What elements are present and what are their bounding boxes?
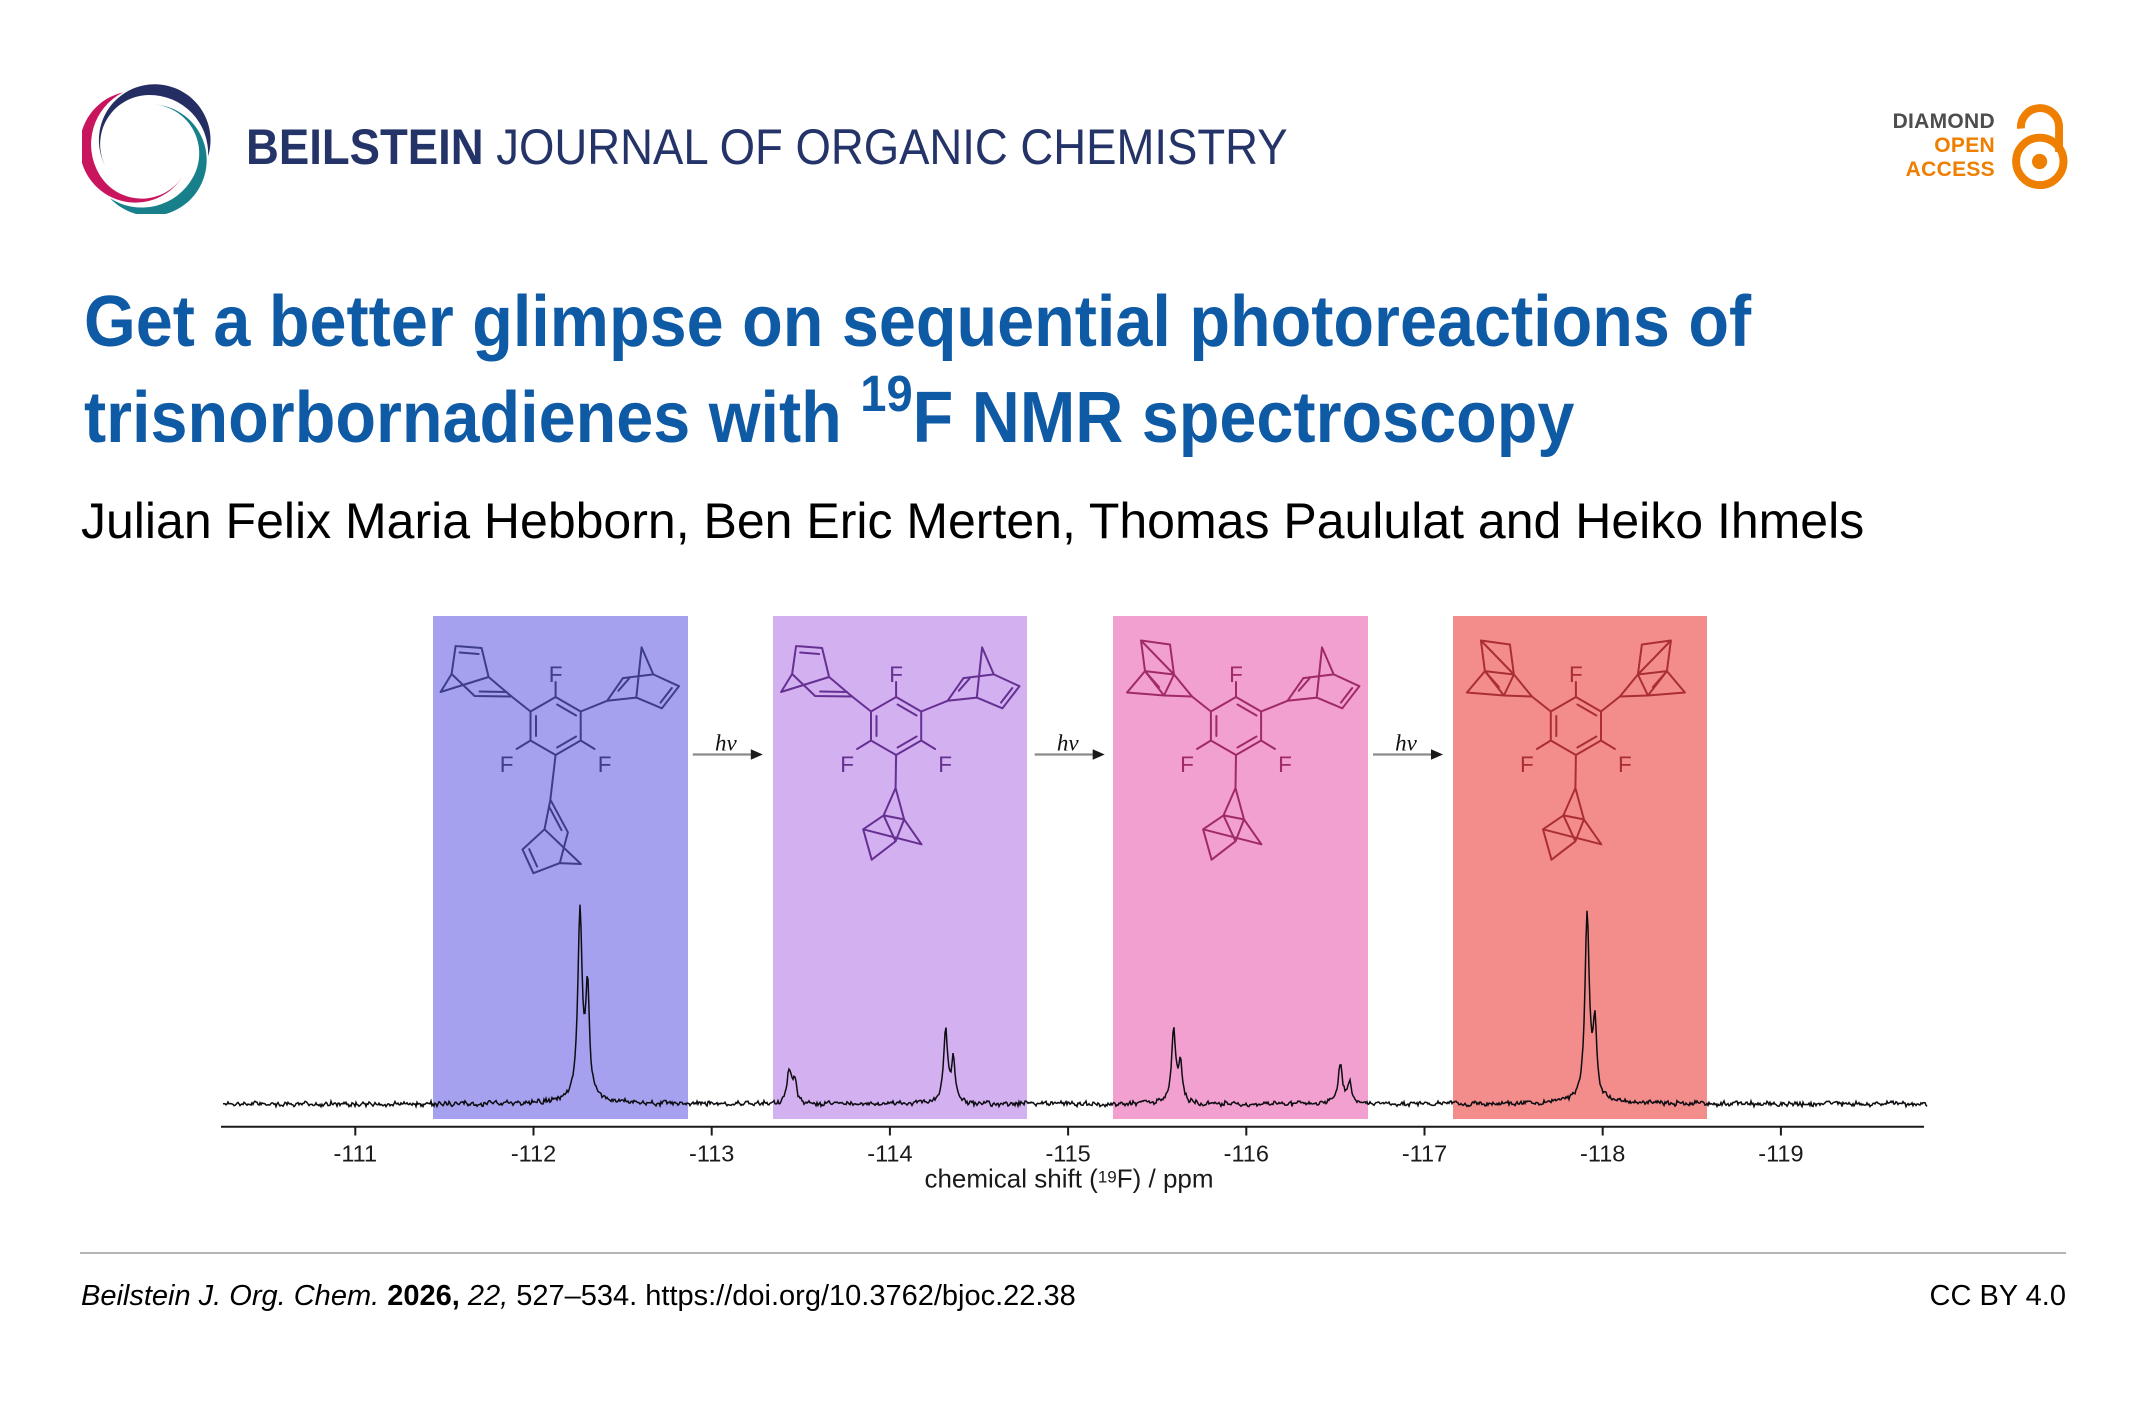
svg-text:-111: -111 bbox=[334, 1141, 378, 1167]
svg-text:-112: -112 bbox=[511, 1141, 556, 1167]
svg-text:F: F bbox=[549, 662, 563, 687]
svg-text:F: F bbox=[840, 752, 854, 777]
svg-text:-118: -118 bbox=[1580, 1141, 1625, 1167]
svg-text:chemical shift (19F) / ppm: chemical shift (19F) / ppm bbox=[924, 1164, 1213, 1194]
svg-text:F: F bbox=[1569, 662, 1583, 687]
svg-text:F: F bbox=[1618, 752, 1632, 777]
svg-text:F: F bbox=[938, 752, 952, 777]
svg-text:hν: hν bbox=[1395, 731, 1418, 756]
svg-text:F: F bbox=[1278, 752, 1292, 777]
svg-text:F: F bbox=[598, 752, 612, 777]
svg-text:F: F bbox=[889, 662, 903, 687]
svg-text:-115: -115 bbox=[1045, 1141, 1090, 1167]
svg-text:F: F bbox=[1520, 752, 1534, 777]
svg-text:-114: -114 bbox=[867, 1141, 912, 1167]
svg-text:F: F bbox=[1180, 752, 1194, 777]
svg-text:-119: -119 bbox=[1758, 1141, 1803, 1167]
svg-text:hν: hν bbox=[1057, 731, 1080, 756]
svg-text:F: F bbox=[1229, 662, 1243, 687]
svg-text:-113: -113 bbox=[689, 1141, 734, 1167]
svg-text:F: F bbox=[500, 752, 514, 777]
svg-text:hν: hν bbox=[715, 731, 738, 756]
svg-text:-117: -117 bbox=[1402, 1141, 1447, 1167]
svg-text:-116: -116 bbox=[1224, 1141, 1269, 1167]
